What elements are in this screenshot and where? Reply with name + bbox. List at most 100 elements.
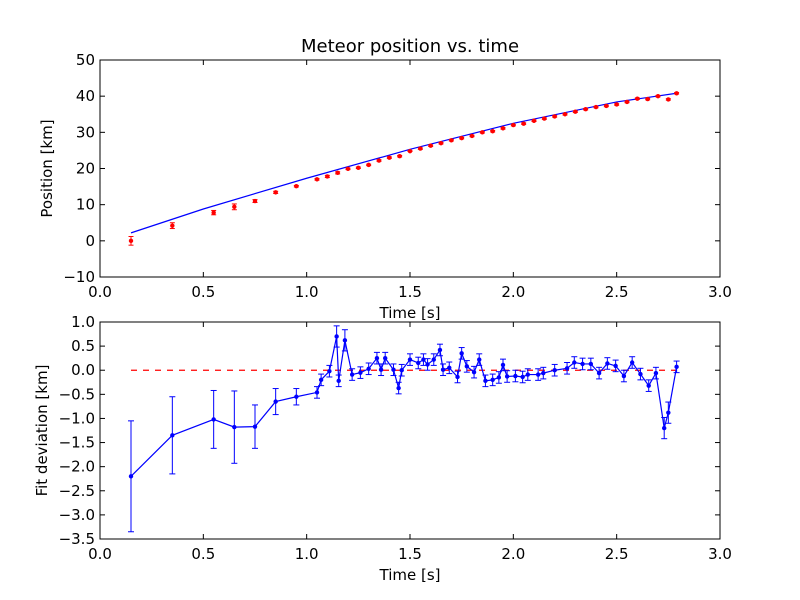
deviation-point xyxy=(399,368,404,373)
deviation-point xyxy=(535,372,541,377)
x-tick-label: 2.5 xyxy=(605,545,629,563)
deviation-point xyxy=(552,368,557,373)
position-point xyxy=(531,118,537,123)
deviation-point xyxy=(588,361,594,367)
deviation-point xyxy=(500,362,506,368)
deviation-point xyxy=(464,364,470,369)
position-point xyxy=(252,198,258,204)
deviation-chart: 0.0 0.5 1.0 1.5 2.0 2.5 3.0 −3.5 −3.0 −2.5 −2.0 −1.… xyxy=(33,313,732,584)
deviation-point xyxy=(170,433,175,438)
position-point xyxy=(583,106,588,112)
deviation-point xyxy=(621,373,627,379)
deviation-point xyxy=(232,424,237,430)
deviation-point xyxy=(596,370,602,376)
deviation-point xyxy=(605,361,610,366)
position-point xyxy=(573,109,578,114)
deviation-point xyxy=(459,351,464,356)
position-point xyxy=(428,143,433,148)
deviation-point xyxy=(383,355,388,361)
y-tick-label: 10 xyxy=(76,196,95,214)
position-point xyxy=(624,99,630,105)
position-point xyxy=(438,140,444,146)
deviation-point xyxy=(490,377,495,383)
deviation-chart-xlabel: Time [s] xyxy=(379,566,441,584)
y-tick-label: −1.0 xyxy=(59,409,95,427)
position-point xyxy=(128,238,134,244)
deviation-point xyxy=(421,357,426,362)
deviation-point xyxy=(437,347,443,353)
deviation-point xyxy=(447,365,452,371)
x-tick-label: 1.0 xyxy=(295,283,319,301)
deviation-point xyxy=(496,375,502,380)
deviation-point xyxy=(425,362,430,367)
deviation-point xyxy=(629,360,635,365)
position-point xyxy=(407,148,413,154)
y-tick-label: 30 xyxy=(76,123,95,141)
y-tick-label: 20 xyxy=(76,160,95,178)
deviation-point xyxy=(378,367,384,372)
x-tick-label: 2.0 xyxy=(501,283,525,301)
position-point xyxy=(232,204,237,210)
deviation-point xyxy=(483,378,488,384)
x-tick-label: 2.0 xyxy=(501,545,525,563)
deviation-chart-data xyxy=(128,325,680,533)
x-tick-label: 3.0 xyxy=(708,545,732,563)
deviation-point xyxy=(471,369,477,375)
y-tick-label: 0 xyxy=(85,232,95,250)
y-tick-label: −3.5 xyxy=(59,530,95,548)
position-point xyxy=(273,190,278,195)
position-point xyxy=(593,104,599,110)
deviation-point xyxy=(613,363,618,369)
position-point xyxy=(469,133,475,139)
deviation-point xyxy=(477,357,482,362)
position-point xyxy=(459,135,464,141)
position-point xyxy=(397,154,402,159)
position-point xyxy=(376,158,382,163)
position-point xyxy=(655,93,661,99)
deviation-point xyxy=(653,370,659,376)
position-point xyxy=(356,165,361,170)
deviation-point xyxy=(638,371,643,377)
deviation-point xyxy=(572,360,577,365)
deviation-point xyxy=(431,357,436,362)
y-tick-label: 50 xyxy=(76,51,95,69)
position-point xyxy=(562,112,568,117)
deviation-point xyxy=(407,357,413,362)
deviation-point xyxy=(358,370,363,375)
deviation-point xyxy=(525,372,530,377)
position-chart-ylabel: Position [km] xyxy=(38,119,56,217)
deviation-point xyxy=(416,360,421,366)
y-tick-label: −0.5 xyxy=(59,385,95,403)
deviation-point xyxy=(334,334,339,339)
x-tick-label: 1.5 xyxy=(398,545,422,563)
position-point xyxy=(325,174,330,179)
position-point xyxy=(449,138,454,143)
deviation-point xyxy=(662,425,667,431)
position-point xyxy=(604,103,609,109)
position-point xyxy=(521,121,526,126)
deviation-point xyxy=(366,366,371,371)
deviation-point xyxy=(128,474,134,479)
position-point xyxy=(511,122,516,128)
x-tick-label: 2.5 xyxy=(605,283,629,301)
position-chart-xlabel: Time [s] xyxy=(379,304,441,322)
position-point xyxy=(480,130,485,135)
deviation-point xyxy=(646,383,651,388)
x-tick-label: 1.5 xyxy=(398,283,422,301)
x-tick-label: 0.5 xyxy=(191,283,215,301)
x-tick-label: 0.0 xyxy=(88,545,112,563)
deviation-point xyxy=(391,367,396,372)
position-point xyxy=(614,102,619,107)
deviation-point xyxy=(580,361,585,367)
deviation-point xyxy=(674,364,679,370)
position-point xyxy=(211,210,216,215)
deviation-point xyxy=(520,374,525,380)
deviation-chart-ticks: 0.0 0.5 1.0 1.5 2.0 2.5 3.0 −3.5 −3.0 −2.5 −2.0 −1.… xyxy=(59,313,732,563)
deviation-point xyxy=(327,368,332,374)
deviation-point xyxy=(318,377,324,383)
deviation-point xyxy=(342,338,348,343)
x-tick-label: 3.0 xyxy=(708,283,732,301)
position-chart-data xyxy=(128,91,680,246)
y-tick-label: −10 xyxy=(63,268,95,286)
